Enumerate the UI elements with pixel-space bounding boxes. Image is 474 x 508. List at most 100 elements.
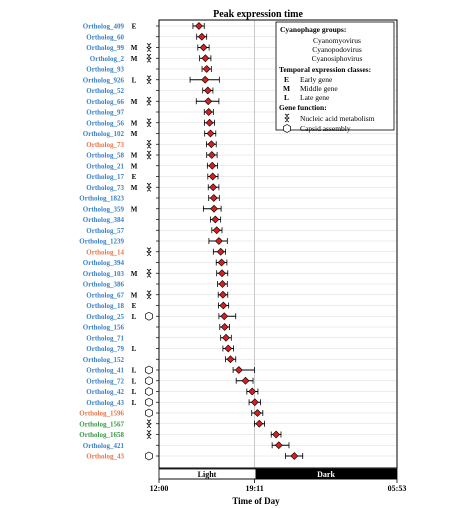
peak-marker: [219, 301, 228, 310]
ortholog-label: Ortholog_52: [86, 87, 124, 95]
class-code: E: [132, 302, 137, 310]
capsid-icon: [145, 451, 153, 461]
peak-marker: [212, 226, 221, 235]
class-code: L: [132, 345, 137, 353]
ortholog-label: Ortholog_56: [86, 119, 124, 127]
legend-group-cyanomyovirus: Cyanomyovirus: [313, 36, 361, 45]
ortholog-label: Ortholog_156: [83, 324, 125, 332]
nucleic-acid-icon: [146, 53, 152, 63]
class-code: M: [131, 205, 138, 213]
ortholog-label: Ortholog_60: [86, 33, 124, 41]
legend-class-l-name: Late gene: [300, 93, 330, 102]
peak-marker: [208, 161, 217, 170]
ortholog-label: Ortholog_21: [86, 162, 124, 170]
ortholog-label: Ortholog_73: [86, 184, 124, 192]
peak-marker: [204, 97, 213, 106]
class-code: E: [132, 23, 137, 31]
ortholog-label: Ortholog_103: [83, 270, 125, 278]
peak-marker: [217, 258, 226, 267]
peak-marker: [214, 237, 223, 245]
nucleic-acid-icon: [146, 182, 152, 192]
peak-marker: [248, 387, 257, 396]
ortholog-label: Ortholog_359: [83, 205, 125, 213]
ortholog-label: Ortholog_1567: [79, 420, 124, 428]
nucleic-acid-icon: [146, 75, 152, 85]
ortholog-label: Ortholog_1239: [79, 238, 124, 246]
class-code: L: [132, 399, 137, 407]
class-code: M: [131, 119, 138, 127]
chart-title: Peak expression time: [213, 9, 303, 20]
capsid-icon: [145, 408, 153, 418]
class-code: M: [131, 291, 138, 299]
ortholog-label: Ortholog_1596: [79, 410, 124, 418]
class-code: M: [131, 130, 138, 138]
nucleic-acid-icon: [146, 139, 152, 149]
peak-marker: [218, 280, 227, 288]
legend-class-m-name: Middle gene: [300, 84, 338, 93]
peak-marker: [220, 323, 229, 331]
ortholog-label: Ortholog_79: [86, 345, 124, 353]
peak-marker: [203, 86, 212, 95]
ortholog-label: Ortholog_386: [83, 281, 125, 289]
peak-marker: [272, 430, 281, 439]
peak-marker: [211, 215, 220, 224]
legend-box: [275, 21, 395, 131]
class-code: M: [131, 55, 138, 63]
peak-marker: [201, 75, 210, 84]
ortholog-label: Ortholog_409: [83, 23, 125, 31]
ortholog-label: Ortholog_41: [86, 367, 124, 375]
nucleic-acid-icon: [146, 247, 152, 257]
x-tick-label: 12:00: [150, 484, 169, 493]
ortholog-label: Ortholog_99: [86, 44, 124, 52]
ortholog-label: Ortholog_93: [86, 66, 124, 74]
ortholog-label: Ortholog_42: [86, 388, 124, 396]
x-tick-label: 19:11: [245, 484, 263, 493]
light-label: Light: [198, 470, 217, 479]
class-code: L: [132, 377, 137, 385]
capsid-icon: [145, 365, 153, 375]
x-tick-label: 05:53: [388, 484, 407, 493]
nucleic-acid-icon: [146, 118, 152, 128]
ortholog-label: Ortholog_43: [86, 453, 124, 461]
ortholog-label: Ortholog_926: [83, 76, 125, 84]
peak-marker: [290, 452, 299, 460]
legend-group-cyanopodovirus: Cyanopodovirus: [312, 45, 362, 54]
class-code: M: [131, 270, 138, 278]
ortholog-label: Ortholog_43: [86, 399, 124, 407]
legend-function-title: Gene function:: [279, 103, 327, 112]
class-code: E: [132, 173, 137, 181]
peak-marker: [208, 172, 217, 181]
ortholog-label: Ortholog_67: [86, 291, 124, 299]
class-code: M: [131, 98, 138, 106]
ortholog-label: Ortholog_152: [83, 356, 125, 364]
peak-marker: [199, 43, 208, 52]
ortholog-label: Ortholog_73: [86, 141, 124, 149]
peak-marker: [224, 344, 233, 353]
capsid-icon: [283, 124, 291, 133]
ortholog-label: Ortholog_66: [86, 98, 124, 106]
peak-marker: [209, 194, 218, 202]
legend-group-cyanosiphovirus: Cyanosiphovirus: [312, 54, 363, 63]
peak-marker: [206, 129, 215, 138]
class-code: M: [131, 162, 138, 170]
peak-marker: [201, 54, 210, 63]
peak-marker: [255, 419, 264, 428]
class-code: L: [132, 76, 137, 84]
peak-marker: [222, 333, 230, 342]
peak-marker: [204, 108, 213, 116]
rows-layer: [159, 20, 397, 468]
ortholog-label: Ortholog_71: [86, 334, 124, 342]
ortholog-label: Ortholog_17: [86, 173, 124, 181]
peak-marker: [218, 269, 226, 278]
peak-marker: [220, 312, 229, 321]
ortholog-label: Ortholog_57: [86, 227, 124, 235]
legend-classes-title: Temporal expression classes:: [279, 65, 371, 74]
light-dark-bar: Light Dark: [158, 468, 398, 480]
class-code: M: [131, 184, 138, 192]
ortholog-label: Ortholog_1823: [79, 195, 124, 203]
legend-function-nucleic: Nucleic acid metabolism: [300, 114, 375, 123]
nucleic-acid-icon: [146, 43, 152, 52]
nucleic-acid-icon: [146, 290, 152, 300]
ortholog-label: Ortholog_14: [86, 248, 124, 256]
